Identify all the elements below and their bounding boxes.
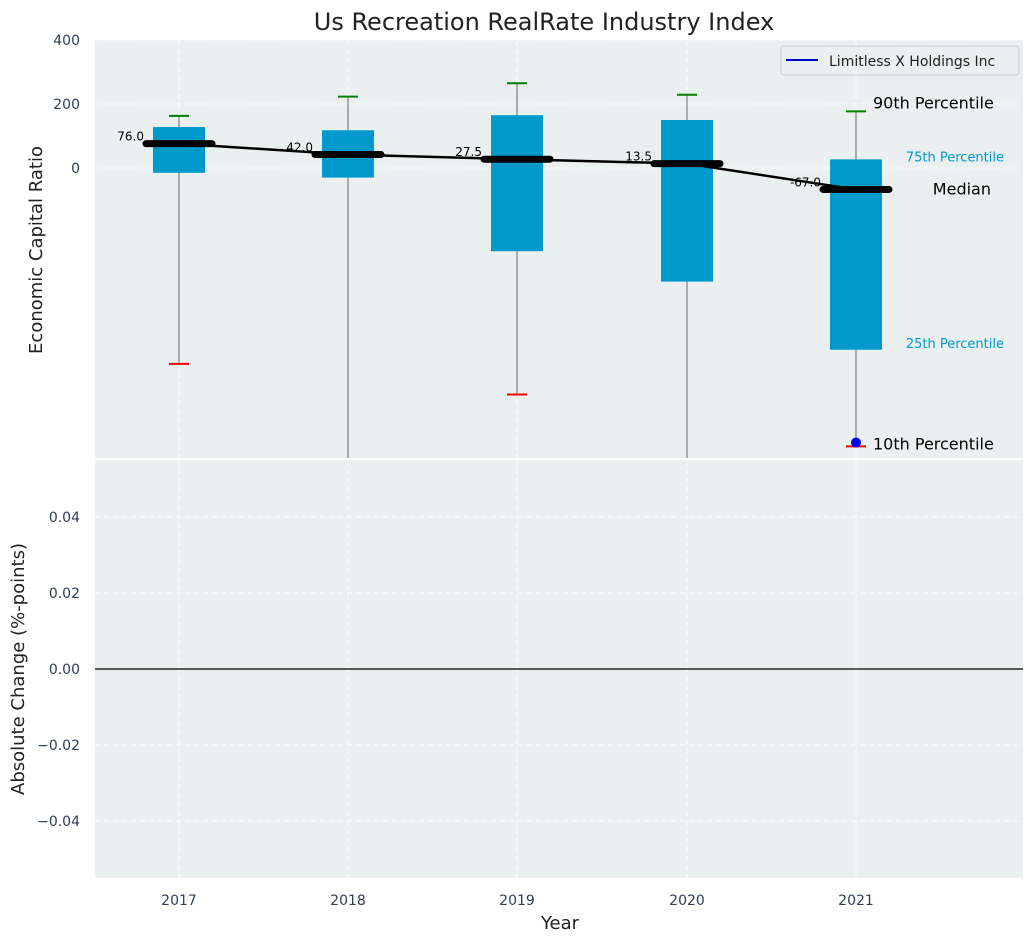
iqr-box[interactable]: [661, 120, 713, 282]
p75-annotation: 75th Percentile: [906, 150, 1004, 165]
p25-annotation: 25th Percentile: [906, 337, 1004, 352]
iqr-box[interactable]: [153, 127, 205, 173]
x-tick-label: 2018: [330, 893, 366, 909]
bottom-ylabel: Absolute Change (%-points): [8, 543, 29, 795]
chart-title: Us Recreation RealRate Industry Index: [314, 8, 775, 36]
legend[interactable]: Limitless X Holdings Inc: [780, 45, 1020, 76]
legend-label: Limitless X Holdings Inc: [829, 54, 995, 70]
bottom-y-tick-label: 0.00: [49, 662, 80, 678]
top-ylabel: Economic Capital Ratio: [26, 146, 47, 354]
company-point[interactable]: [851, 437, 861, 448]
x-tick-label: 2017: [161, 893, 197, 909]
iqr-box[interactable]: [491, 115, 543, 252]
median-value-label: 42.0: [286, 141, 313, 155]
x-tick-label: 2019: [499, 893, 535, 909]
top-y-tick-label: 0: [71, 161, 80, 177]
bottom-y-tick-label: 0.02: [49, 586, 80, 602]
bottom-y-tick-label: −0.02: [37, 738, 80, 754]
median-annotation: Median: [933, 179, 991, 198]
p90-annotation: 90th Percentile: [873, 93, 994, 112]
x-axis-label: Year: [540, 913, 580, 934]
p10-annotation: 10th Percentile: [873, 434, 994, 453]
median-value-label: 76.0: [117, 130, 144, 144]
median-value-label: 13.5: [625, 150, 652, 164]
median-value-label: 27.5: [455, 145, 482, 159]
bottom-y-tick-label: 0.04: [49, 510, 80, 526]
top-y-tick-label: 400: [53, 33, 80, 49]
x-tick-label: 2021: [838, 893, 874, 909]
top-y-tick-label: 200: [53, 97, 80, 113]
bottom-y-tick-label: −0.04: [37, 814, 80, 830]
x-tick-label: 2020: [669, 893, 705, 909]
median-value-label: -67.0: [790, 175, 821, 189]
